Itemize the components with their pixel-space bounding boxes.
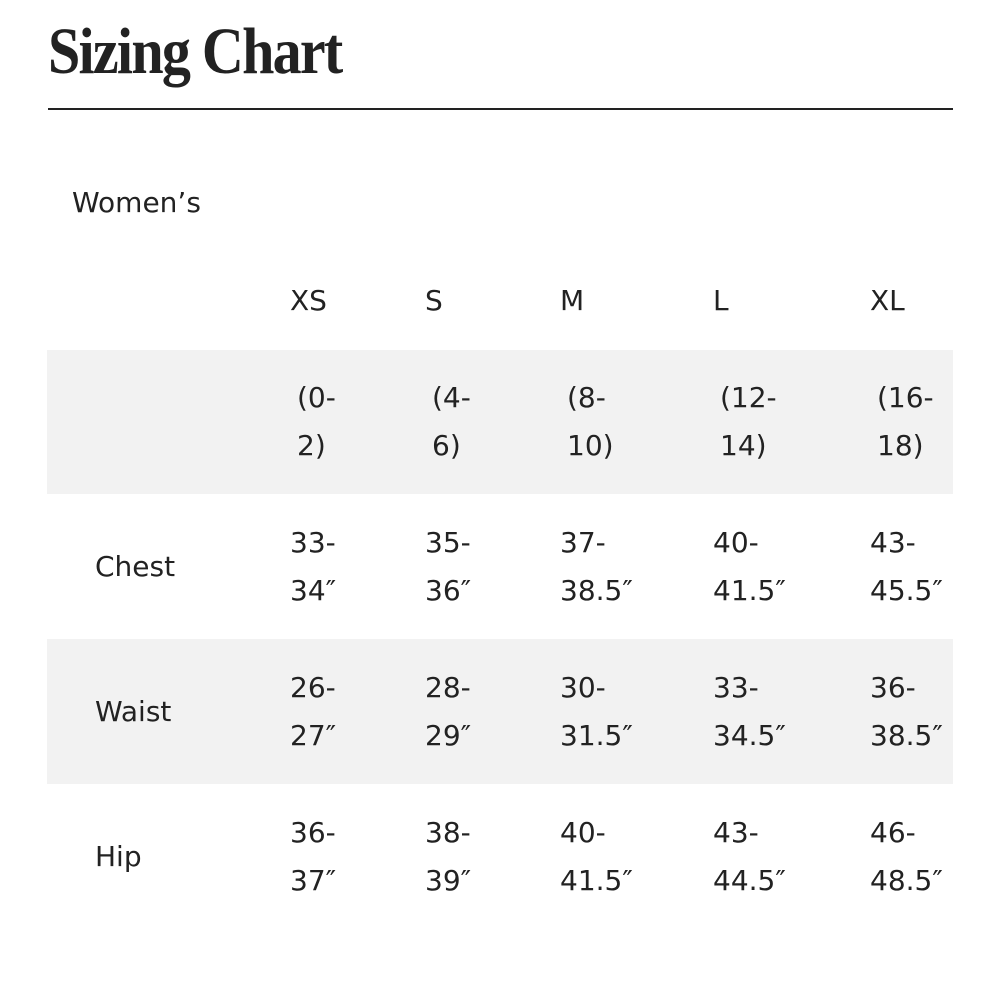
- column-header: M: [560, 270, 584, 332]
- size-range: (16-18): [877, 350, 934, 494]
- measure-value: 33-34″: [290, 494, 336, 639]
- measure-value-text: 36-38.5″: [870, 670, 943, 752]
- measure-row: Waist 26-27″ 28-29″ 30-31.5″ 33-34.5″ 36-38.5…: [47, 639, 953, 784]
- measure-value: 36-38.5″: [870, 639, 943, 784]
- size-range: (8-10): [567, 350, 614, 494]
- measure-value: 40-41.5″: [560, 784, 633, 929]
- title: Sizing Chart: [48, 15, 343, 88]
- measure-value: 46-48.5″: [870, 784, 943, 929]
- column-header: XL: [870, 270, 905, 332]
- measure-row: Chest 33-34″ 35-36″ 37-38.5″ 40-41.5″ 43-45.5…: [47, 494, 953, 639]
- measure-value: 30-31.5″: [560, 639, 633, 784]
- row-label-text: Waist: [95, 694, 172, 728]
- size-range-text: (12-14): [720, 381, 777, 462]
- measure-value-text: 36-37″: [290, 815, 337, 897]
- column-header-text: L: [713, 284, 729, 317]
- column-header: S: [425, 270, 443, 332]
- size-range: (0-2): [297, 350, 336, 494]
- section-label: Women’s: [72, 186, 201, 219]
- size-range-text: (4-6): [432, 381, 471, 462]
- row-label: Waist: [95, 639, 171, 784]
- measure-value-text: 46-48.5″: [870, 815, 943, 897]
- measure-value-text: 35-36″: [425, 525, 472, 607]
- measure-value-text: 33-34″: [290, 525, 337, 607]
- size-range-text: (0-2): [297, 381, 336, 462]
- measure-value: 26-27″: [290, 639, 336, 784]
- size-range-row: (0-2) (4-6) (8-10) (12-14) (16-18): [47, 350, 953, 494]
- size-range-text: (8-10): [567, 381, 614, 462]
- measure-value-text: 26-27″: [290, 670, 337, 752]
- measure-value: 33-34.5″: [713, 639, 786, 784]
- measure-value: 28-29″: [425, 639, 471, 784]
- measure-value: 38-39″: [425, 784, 471, 929]
- divider: [48, 108, 953, 110]
- measure-row: Hip 36-37″ 38-39″ 40-41.5″ 43-44.5″ 46-48.5″: [47, 784, 953, 929]
- column-header: XS: [290, 270, 327, 332]
- measure-value-text: 33-34.5″: [713, 670, 786, 752]
- measure-value: 36-37″: [290, 784, 336, 929]
- measure-value-text: 38-39″: [425, 815, 472, 897]
- column-header: L: [713, 270, 729, 332]
- row-label: Chest: [95, 494, 175, 639]
- measure-value: 43-44.5″: [713, 784, 786, 929]
- measure-value-text: 43-45.5″: [870, 525, 943, 607]
- column-header-text: XL: [870, 284, 905, 317]
- measure-value: 40-41.5″: [713, 494, 786, 639]
- measure-value: 43-45.5″: [870, 494, 943, 639]
- measure-value-text: 28-29″: [425, 670, 472, 752]
- measure-value-text: 40-41.5″: [713, 525, 786, 607]
- measure-value-text: 37-38.5″: [560, 525, 633, 607]
- size-range: (12-14): [720, 350, 777, 494]
- column-header-text: XS: [290, 284, 327, 317]
- row-label-text: Hip: [95, 839, 142, 873]
- column-header-text: M: [560, 284, 585, 317]
- size-range-text: (16-18): [877, 381, 934, 462]
- row-label: Hip: [95, 784, 142, 929]
- measure-value-text: 30-31.5″: [560, 670, 633, 752]
- size-range: (4-6): [432, 350, 471, 494]
- measure-value-text: 40-41.5″: [560, 815, 633, 897]
- measure-value: 37-38.5″: [560, 494, 633, 639]
- measure-value-text: 43-44.5″: [713, 815, 786, 897]
- measure-value: 35-36″: [425, 494, 471, 639]
- column-header-text: S: [425, 284, 443, 317]
- row-label-text: Chest: [95, 549, 176, 583]
- header-row: XS S M L XL: [47, 270, 953, 332]
